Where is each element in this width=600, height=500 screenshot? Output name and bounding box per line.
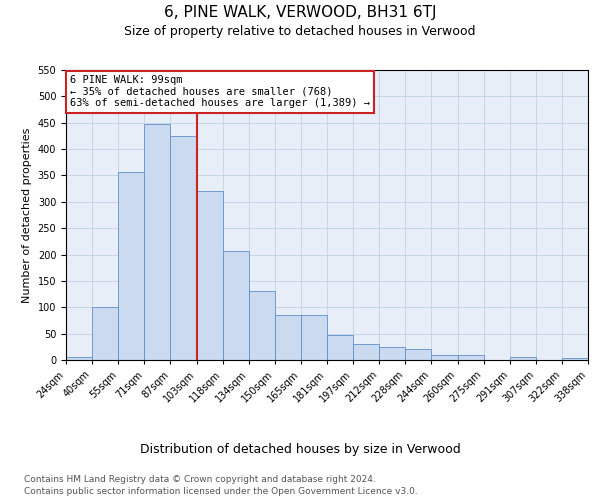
Bar xyxy=(327,334,353,360)
Bar xyxy=(301,315,327,360)
Bar xyxy=(431,354,458,360)
Bar xyxy=(197,192,223,360)
Text: 6 PINE WALK: 99sqm
← 35% of detached houses are smaller (768)
63% of semi-detach: 6 PINE WALK: 99sqm ← 35% of detached hou… xyxy=(70,76,370,108)
Bar xyxy=(458,354,484,360)
Text: 6, PINE WALK, VERWOOD, BH31 6TJ: 6, PINE WALK, VERWOOD, BH31 6TJ xyxy=(164,5,436,20)
Bar xyxy=(66,358,92,360)
Bar xyxy=(562,358,588,360)
Bar xyxy=(223,251,249,360)
Text: Distribution of detached houses by size in Verwood: Distribution of detached houses by size … xyxy=(140,442,460,456)
Bar xyxy=(379,348,406,360)
Bar xyxy=(145,124,170,360)
Bar xyxy=(510,358,536,360)
Bar xyxy=(92,308,118,360)
Bar xyxy=(406,350,431,360)
Text: Contains HM Land Registry data © Crown copyright and database right 2024.
Contai: Contains HM Land Registry data © Crown c… xyxy=(24,475,418,496)
Bar xyxy=(118,172,145,360)
Bar xyxy=(353,344,379,360)
Y-axis label: Number of detached properties: Number of detached properties xyxy=(22,128,32,302)
Bar xyxy=(249,292,275,360)
Text: Size of property relative to detached houses in Verwood: Size of property relative to detached ho… xyxy=(124,25,476,38)
Bar xyxy=(170,136,197,360)
Bar xyxy=(275,315,301,360)
